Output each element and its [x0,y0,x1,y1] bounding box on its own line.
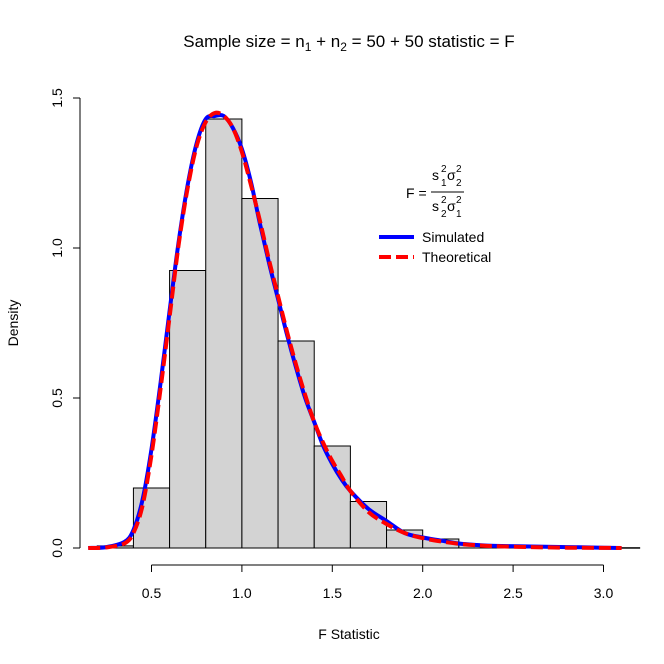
title-sub2: 2 [340,40,347,54]
y-tick-label: 1.5 [49,88,65,108]
formula-den1-sup: 2 [441,195,447,206]
histogram-bar [205,118,243,549]
formula-den2-sup: 2 [456,195,462,206]
y-tick-label: 0.0 [49,538,65,558]
formula-lhs: F = [406,185,427,201]
title-sub1: 1 [305,40,312,54]
x-tick-label: 0.5 [142,585,162,601]
histogram-bars [96,118,641,549]
title-middle: = 50 + 50 statistic = F [347,32,515,51]
histogram-bar [132,487,171,549]
legend-theoretical-label: Theoretical [422,249,491,265]
series-line-theoretical [88,110,622,550]
x-tick-label: 2.5 [503,585,523,601]
histogram-bar [169,270,207,549]
formula-num1-sub: 1 [441,178,447,189]
formula-den1-sub: 2 [441,209,447,220]
formula-den1: s [432,198,439,214]
y-tick-label: 0.5 [49,388,65,408]
formula-den2: σ [447,198,456,214]
histogram-bar [277,340,315,549]
legend-simulated-label: Simulated [422,229,484,245]
legend-formula: F = s 2 1 σ 2 2 s 2 2 σ 2 1 [406,164,464,220]
x-tick-label: 1.0 [232,585,252,601]
x-tick-label: 3.0 [594,585,614,601]
formula-num1-sup: 2 [441,164,447,175]
formula-numerator: s [432,167,439,183]
x-axis: 0.5 1.0 1.5 2.0 2.5 3.0 [142,564,614,601]
y-axis-title: Density [5,300,21,347]
y-tick-label: 1.0 [49,238,65,258]
chart-title: Sample size = n1 + n2 = 50 + 50 statisti… [183,32,514,54]
formula-num2-sup: 2 [456,164,462,175]
density-curves [88,110,622,550]
legend: Simulated Theoretical [379,229,491,265]
formula-num2: σ [447,167,456,183]
title-prefix: Sample size = n [183,32,304,51]
histogram-bar [241,198,279,549]
formula-den2-sub: 1 [456,209,462,220]
x-tick-label: 2.0 [413,585,433,601]
formula-num2-sub: 2 [456,178,462,189]
x-tick-label: 1.5 [323,585,343,601]
x-axis-title: F Statistic [318,626,379,642]
y-axis: 0.0 0.5 1.0 1.5 [49,88,81,558]
title-plus1: + n [311,32,340,51]
